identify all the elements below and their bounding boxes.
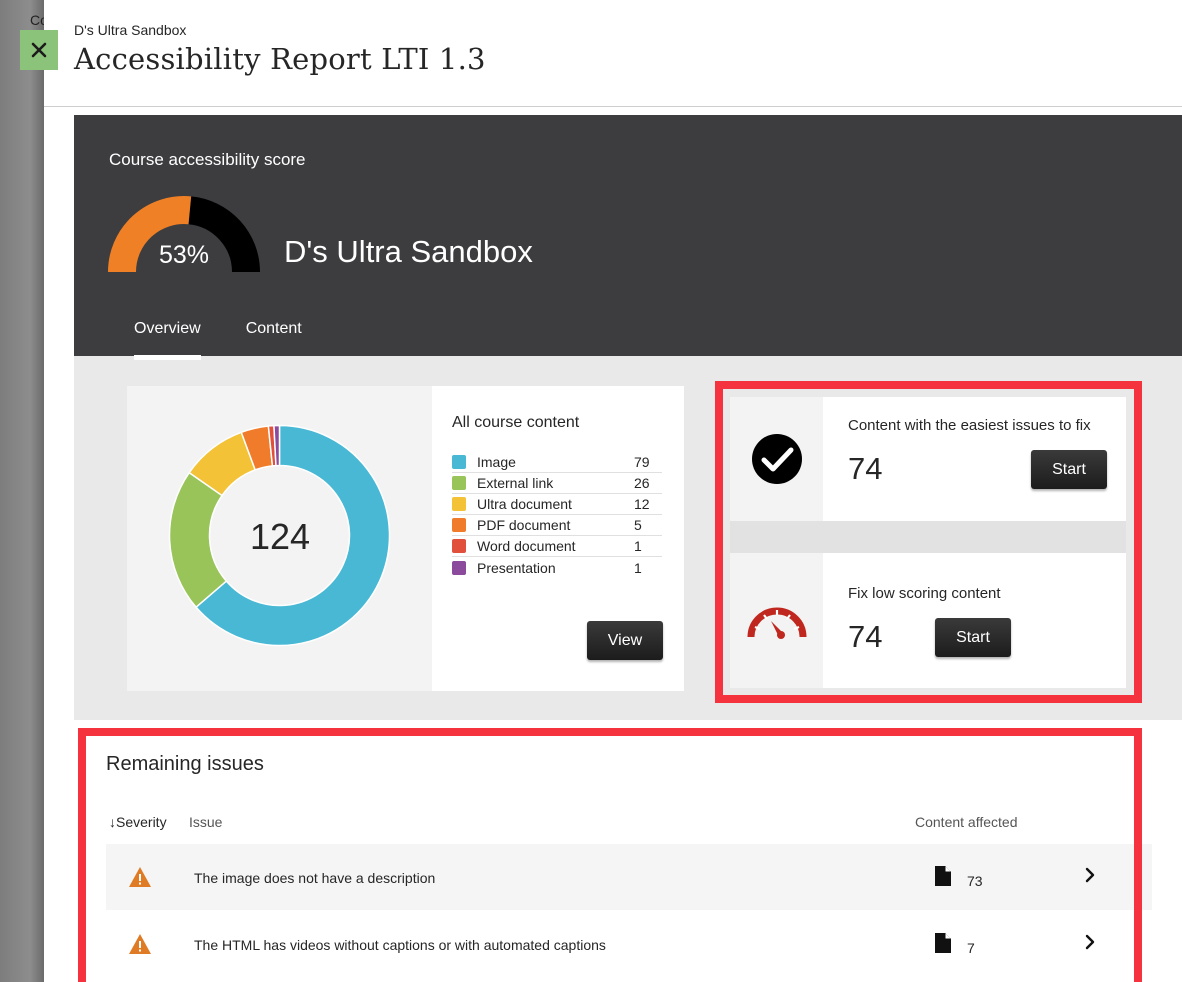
severity-column-header[interactable]: ↓Severity: [109, 814, 167, 830]
issue-description: The HTML has videos without captions or …: [194, 937, 606, 953]
warning-icon: [129, 867, 151, 887]
background-peek-text: Co: [30, 12, 48, 28]
legend-label: Ultra document: [477, 496, 572, 512]
legend-row: Presentation 1: [452, 557, 662, 578]
content-donut-chart: [168, 424, 391, 647]
sort-down-arrow-icon: ↓: [109, 814, 116, 830]
task-low-scoring: Fix low scoring content 74 Start: [730, 553, 1126, 688]
score-label: Course accessibility score: [109, 150, 306, 169]
panel-header: D's Ultra Sandbox Accessibility Report L…: [74, 22, 486, 76]
severity-header-label: Severity: [116, 814, 167, 830]
course-name: D's Ultra Sandbox: [284, 234, 533, 269]
tasks-card: Content with the easiest issues to fix 7…: [730, 397, 1126, 688]
issue-description: The image does not have a description: [194, 870, 436, 886]
issue-row[interactable]: The HTML has videos without captions or …: [106, 911, 1152, 977]
legend-count: 1: [634, 559, 642, 576]
affected-count: 7: [967, 940, 975, 956]
legend-row: Word document 1: [452, 536, 662, 557]
legend-swatch: [452, 497, 466, 511]
issues-title: Remaining issues: [106, 753, 264, 775]
report-panel: D's Ultra Sandbox Accessibility Report L…: [44, 0, 1182, 982]
legend-label: PDF document: [477, 517, 571, 533]
breadcrumb: D's Ultra Sandbox: [74, 22, 187, 38]
legend-count: 5: [634, 517, 642, 533]
start-low-scoring-button[interactable]: Start: [935, 618, 1011, 657]
content-donut-area: 124: [127, 386, 432, 691]
affected-count: 73: [967, 873, 983, 889]
accessibility-report: Course accessibility score 53% D's Ultra…: [74, 115, 1182, 720]
task-easiest-issues: Content with the easiest issues to fix 7…: [730, 397, 1126, 521]
legend-row: PDF document 5: [452, 515, 662, 536]
task-label: Fix low scoring content: [848, 585, 1001, 602]
legend-swatch: [452, 455, 466, 469]
chevron-right-icon[interactable]: [1084, 867, 1096, 883]
tab-content[interactable]: Content: [245, 320, 302, 337]
legend-swatch: [452, 518, 466, 532]
legend-title: All course content: [452, 414, 580, 431]
affected-column-header[interactable]: Content affected: [915, 814, 1018, 830]
legend-label: Presentation: [477, 559, 556, 576]
chevron-right-icon[interactable]: [1084, 934, 1096, 950]
document-icon: [935, 866, 951, 886]
legend-row: Ultra document 12: [452, 494, 662, 515]
view-button[interactable]: View: [587, 621, 663, 660]
legend-swatch: [452, 476, 466, 490]
legend-count: 12: [634, 496, 650, 512]
warning-icon: [129, 934, 151, 954]
legend-row: External link 26: [452, 473, 662, 494]
issue-column-header[interactable]: Issue: [189, 814, 223, 830]
header-divider: [44, 106, 1182, 107]
content-legend: All course content Image 79 External link 2…: [452, 414, 662, 578]
legend-label: External link: [477, 475, 554, 491]
legend-count: 1: [634, 538, 642, 554]
legend-label: Image: [477, 454, 516, 470]
start-easiest-button[interactable]: Start: [1031, 450, 1107, 489]
donut-slice: [194, 424, 391, 647]
close-button[interactable]: [20, 30, 58, 70]
score-gauge: [108, 196, 260, 272]
content-total: 124: [249, 516, 311, 557]
task-label: Content with the easiest issues to fix: [848, 417, 1091, 434]
document-icon: [935, 933, 951, 953]
legend-count: 79: [634, 454, 650, 470]
task-count: 74: [848, 619, 883, 654]
issue-row[interactable]: The image does not have a description 73: [106, 844, 1152, 910]
score-banner: Course accessibility score 53% D's Ultra…: [74, 115, 1182, 360]
legend-label: Word document: [477, 538, 576, 554]
gauge-filled-arc: [108, 196, 192, 272]
legend-row: Image 79: [452, 452, 662, 473]
donut-slice: [273, 424, 281, 467]
page-title: Accessibility Report LTI 1.3: [74, 42, 486, 76]
content-summary-card: 124 All course content Image 79 External l…: [127, 386, 684, 691]
tab-overview[interactable]: Overview: [134, 320, 201, 360]
background-app-strip: [0, 0, 44, 982]
legend-swatch: [452, 539, 466, 553]
report-tabs: Overview Content: [134, 320, 347, 360]
legend-swatch: [452, 560, 466, 575]
checkmark-circle-icon: [751, 434, 802, 484]
speedometer-icon: [747, 607, 806, 639]
task-count: 74: [848, 451, 883, 486]
legend-count: 26: [634, 475, 650, 491]
gauge-remaining-arc: [187, 196, 260, 272]
score-value: 53%: [158, 241, 210, 269]
close-icon: [31, 42, 47, 58]
